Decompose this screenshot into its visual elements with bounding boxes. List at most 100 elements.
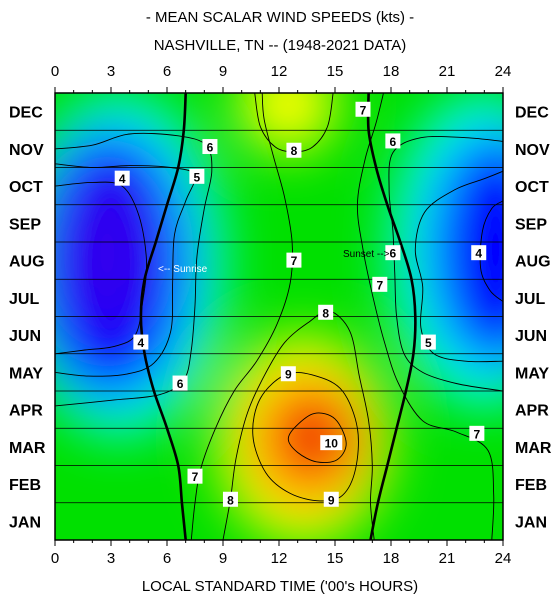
heatmap-field — [55, 93, 503, 540]
x-tick-label-top: 3 — [107, 63, 115, 80]
contour-label: 10 — [320, 435, 343, 451]
contour-label-box — [187, 468, 203, 484]
contour-label: 5 — [420, 334, 436, 350]
month-label-right: SEP — [515, 216, 547, 233]
month-label-left: AUG — [9, 254, 45, 271]
x-tick-label-bottom: 24 — [495, 550, 512, 567]
x-tick-label-bottom: 3 — [107, 550, 115, 567]
month-grid — [55, 129, 503, 504]
contour-label-box — [280, 366, 296, 382]
month-label-left: DEC — [9, 105, 43, 122]
contour-label: 4 — [133, 334, 149, 350]
contour-label-box — [286, 142, 302, 158]
x-tick-label-top: 15 — [327, 63, 344, 80]
contour-label-box — [172, 375, 188, 391]
x-tick-label-bottom: 21 — [439, 550, 456, 567]
contour-label-text: 6 — [390, 247, 397, 261]
month-label-right: DEC — [515, 105, 549, 122]
summer-calm-core — [58, 171, 156, 336]
contour-label-text: 7 — [474, 427, 481, 441]
month-label-left: JAN — [9, 514, 41, 531]
contour-label: 9 — [323, 491, 339, 507]
month-label-right: JAN — [515, 514, 547, 531]
contour-label-box — [355, 101, 371, 117]
x-tick-label-top: 12 — [271, 63, 288, 80]
contour-label-box — [385, 245, 401, 261]
month-label-right: MAY — [515, 365, 549, 382]
contour-label: 7 — [286, 252, 302, 268]
month-label-right: JUN — [515, 328, 547, 345]
x-axis-label: LOCAL STANDARD TIME ('00's HOURS) — [142, 578, 418, 595]
x-tick-label-top: 6 — [163, 63, 171, 80]
contour-label: 9 — [280, 366, 296, 382]
contour-label: 6 — [385, 245, 401, 261]
contour-label-box — [286, 252, 302, 268]
month-label-left: MAR — [9, 440, 46, 457]
contour-label-box — [133, 334, 149, 350]
contour-label: 6 — [385, 133, 401, 149]
contour-label-box — [189, 168, 205, 184]
contour-label-text: 7 — [291, 254, 298, 268]
contour-label-box — [114, 170, 130, 186]
x-tick-label-top: 21 — [439, 63, 456, 80]
sunset-curve — [366, 93, 417, 540]
contour-label-text: 7 — [360, 103, 367, 117]
x-tick-label-top: 9 — [219, 63, 227, 80]
spring-day-red — [279, 394, 350, 477]
chart-subtitle: NASHVILLE, TN -- (1948-2021 DATA) — [154, 37, 407, 54]
contour-label-text: 8 — [227, 493, 234, 507]
summer-calm-blue-right — [428, 130, 503, 369]
contour-6-kt — [55, 132, 213, 407]
month-label-right: APR — [515, 403, 549, 420]
contour-label: 4 — [114, 170, 130, 186]
contour-label: 6 — [202, 139, 218, 155]
x-tick-label-bottom: 18 — [383, 550, 400, 567]
month-label-right: JUL — [515, 291, 545, 308]
contour-label: 7 — [372, 276, 388, 292]
sunset-annotation: Sunset --> — [343, 249, 390, 260]
contour-label-text: 6 — [390, 135, 397, 149]
contour-label: 6 — [172, 375, 188, 391]
x-tick-label-top: 0 — [51, 63, 59, 80]
sunrise-annotation: <-- Sunrise — [158, 264, 208, 275]
month-label-right: AUG — [515, 254, 551, 271]
contour-label-box — [222, 491, 238, 507]
contour-label-box — [320, 435, 343, 451]
contour-label-box — [469, 425, 485, 441]
contour-label: 8 — [286, 142, 302, 158]
month-label-left: JUL — [9, 291, 39, 308]
month-label-right: FEB — [515, 477, 547, 494]
contour-label-box — [318, 304, 334, 320]
x-tick-label-top: 24 — [495, 63, 512, 80]
contour-label-text: 5 — [194, 170, 201, 184]
contour-label: 5 — [189, 168, 205, 184]
contour-5-kt — [55, 163, 196, 377]
x-tick-label-bottom: 12 — [271, 550, 288, 567]
sunrise-curve — [139, 93, 187, 540]
contour-label-text: 5 — [425, 336, 432, 350]
month-label-left: FEB — [9, 477, 41, 494]
month-label-right: MAR — [515, 440, 552, 457]
contour-label-text: 9 — [285, 368, 292, 382]
contour-label-text: 6 — [207, 141, 214, 155]
field-blobs — [55, 93, 503, 540]
month-label-left: APR — [9, 403, 43, 420]
winter-day-yellow — [239, 93, 337, 153]
contour-label-text: 8 — [322, 306, 329, 320]
contour-label-box — [471, 245, 487, 261]
contour-label-text: 10 — [325, 437, 339, 451]
contour-10-kt — [287, 412, 347, 463]
contour-5-kt — [414, 170, 503, 363]
contour-label-text: 4 — [138, 336, 145, 350]
month-label-left: NOV — [9, 142, 44, 159]
contour-7-kt — [356, 93, 495, 540]
x-tick-label-top: 18 — [383, 63, 400, 80]
axis-ticks — [54, 87, 504, 546]
month-label-left: JUN — [9, 328, 41, 345]
contour-label-text: 4 — [475, 247, 482, 261]
contour-label-text: 4 — [119, 172, 126, 186]
contour-label-text: 9 — [328, 493, 335, 507]
month-label-right: NOV — [515, 142, 550, 159]
month-label-left: OCT — [9, 179, 43, 196]
